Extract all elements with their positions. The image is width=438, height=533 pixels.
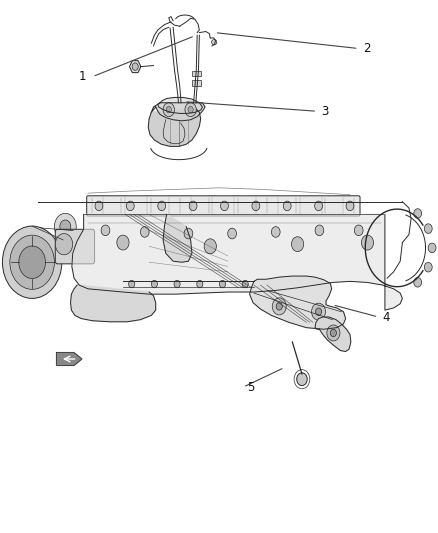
Circle shape [428,243,436,253]
Circle shape [297,373,307,385]
Polygon shape [250,276,346,329]
Circle shape [188,107,193,113]
Circle shape [252,201,260,211]
Text: 2: 2 [363,42,371,55]
Circle shape [311,303,325,320]
Circle shape [185,103,196,117]
Circle shape [283,201,291,211]
Text: 1: 1 [78,70,86,83]
Circle shape [60,220,71,233]
Circle shape [132,63,138,70]
Polygon shape [151,103,205,121]
Circle shape [291,237,304,252]
Polygon shape [158,98,202,114]
Bar [192,71,201,76]
Text: 5: 5 [247,381,255,394]
Circle shape [361,235,374,250]
Circle shape [117,235,129,250]
Circle shape [141,227,149,237]
Circle shape [272,227,280,237]
Circle shape [95,201,103,211]
FancyBboxPatch shape [55,229,95,264]
Circle shape [189,201,197,211]
Ellipse shape [212,39,217,45]
Circle shape [166,107,171,113]
Circle shape [228,228,237,239]
Polygon shape [57,353,82,366]
Circle shape [127,201,134,211]
Circle shape [3,226,62,298]
Circle shape [19,246,46,279]
Circle shape [151,280,157,288]
Circle shape [315,308,321,316]
Circle shape [55,233,73,255]
Circle shape [315,225,324,236]
Circle shape [414,278,422,287]
Text: 4: 4 [383,311,390,324]
Circle shape [424,224,432,233]
Polygon shape [130,61,141,72]
Circle shape [346,201,354,211]
Circle shape [197,280,203,288]
Polygon shape [71,285,155,322]
Circle shape [54,213,76,240]
Circle shape [219,280,226,288]
Circle shape [327,325,340,341]
Circle shape [354,225,363,236]
Circle shape [10,235,54,289]
Circle shape [184,228,193,239]
Text: 3: 3 [321,105,329,118]
Circle shape [220,201,228,211]
Circle shape [272,298,286,315]
Circle shape [158,201,166,211]
Circle shape [174,280,180,288]
FancyBboxPatch shape [87,196,360,216]
Circle shape [242,280,248,288]
Polygon shape [148,109,201,147]
Circle shape [101,225,110,236]
Circle shape [424,262,432,272]
Polygon shape [163,214,192,262]
Polygon shape [315,317,351,352]
Circle shape [414,209,422,219]
Circle shape [204,239,216,254]
Bar [192,80,201,86]
Circle shape [163,103,174,117]
Circle shape [129,280,135,288]
Polygon shape [72,214,403,310]
Circle shape [314,201,322,211]
Circle shape [330,329,336,337]
Circle shape [276,303,283,310]
